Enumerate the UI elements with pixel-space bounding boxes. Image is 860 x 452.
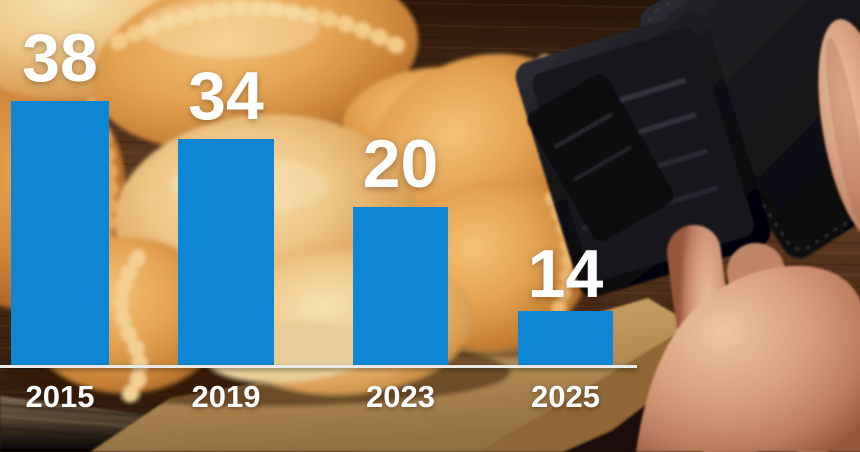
wallet-lower-flap [527, 74, 674, 242]
bar-2023 [353, 207, 448, 365]
x-axis-baseline [0, 365, 637, 368]
bar-value-label-2019: 34 [188, 58, 264, 134]
bar-2025 [518, 311, 613, 365]
bar-value-label-2015: 38 [22, 20, 98, 96]
bar-2019 [178, 139, 274, 365]
palm [636, 265, 860, 452]
bar-group-2019: 34 2019 [178, 0, 274, 452]
bar-value-label-2025: 14 [527, 236, 604, 312]
thumb [818, 19, 860, 241]
bar-group-2015: 38 2015 [11, 0, 109, 452]
bar-value-label-2023: 20 [362, 126, 439, 202]
bar-group-2025: 14 2025 [518, 0, 613, 452]
empanada-crimped-edge [113, 250, 148, 412]
x-tick-label-2015: 2015 [25, 379, 95, 414]
x-tick-label-2023: 2023 [366, 379, 435, 414]
bar-2015 [11, 101, 109, 365]
hand-holding-wallet [636, 19, 860, 452]
highlight [140, 0, 320, 58]
bar-group-2023: 20 2023 [353, 0, 448, 452]
x-tick-label-2025: 2025 [531, 379, 600, 414]
x-tick-label-2019: 2019 [191, 379, 261, 414]
kraft-paper-edge [480, 324, 714, 452]
